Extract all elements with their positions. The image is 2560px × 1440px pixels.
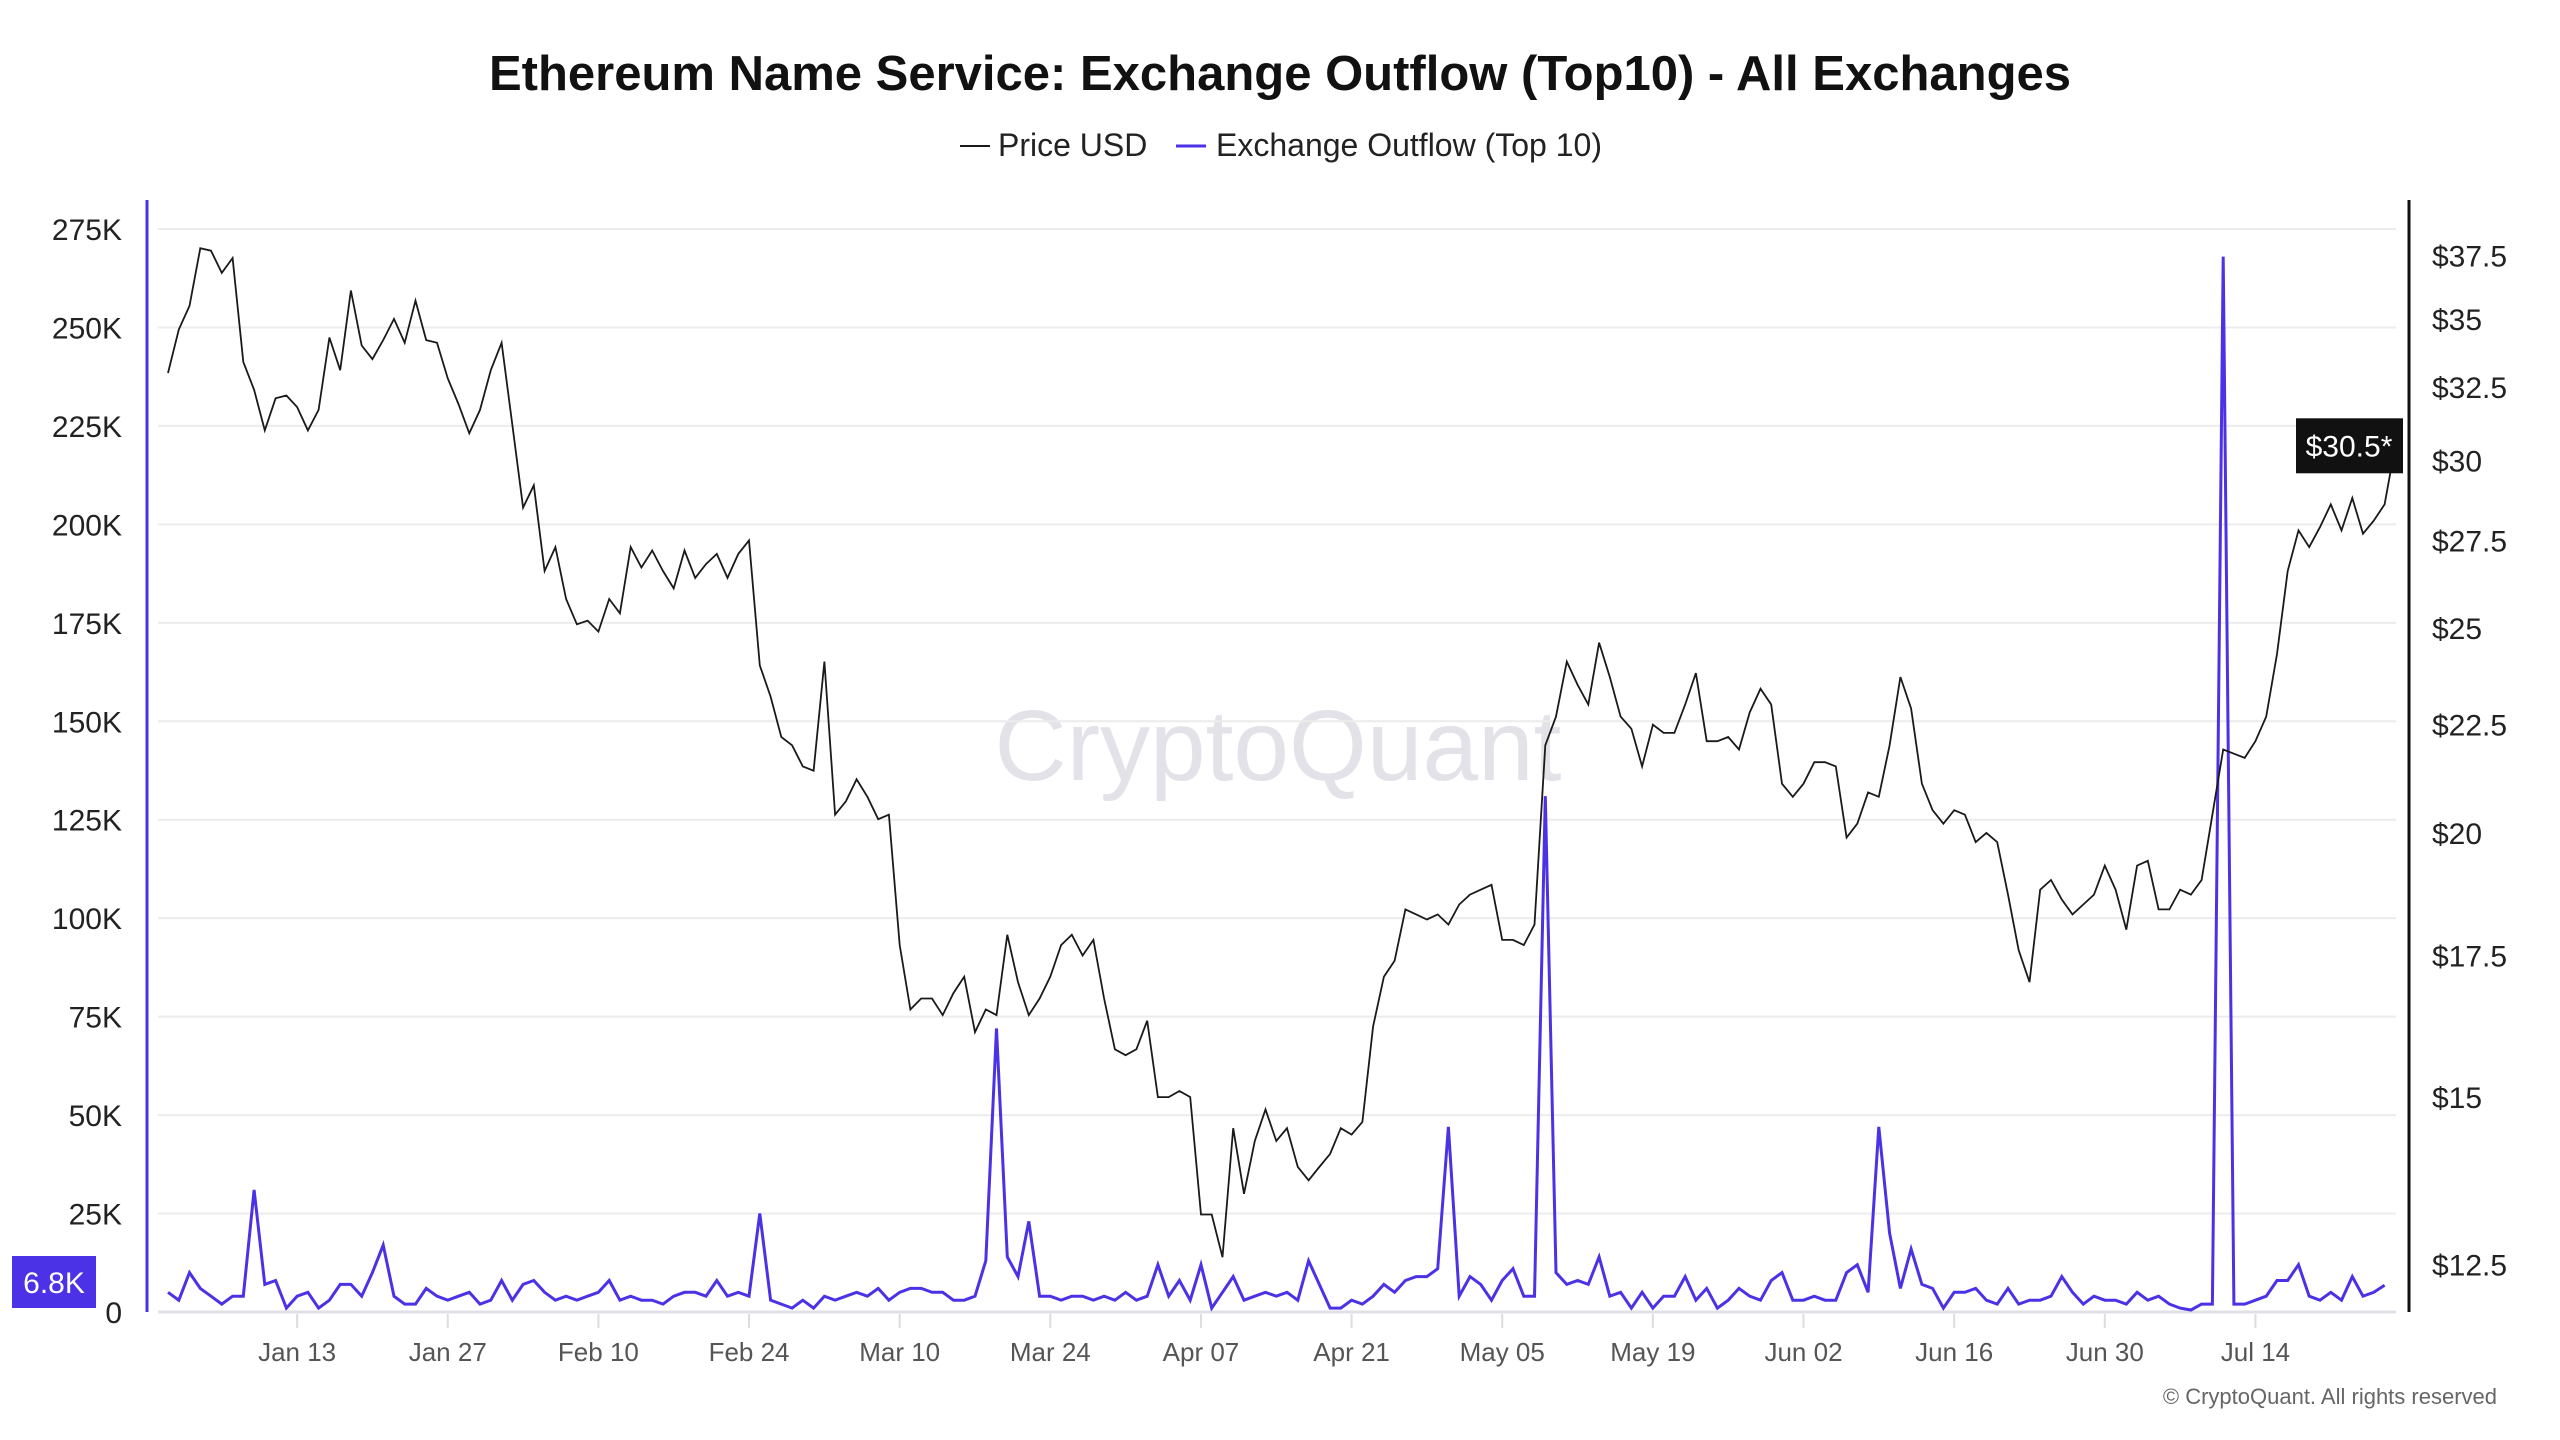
x-tick-label: Apr 07 [1163, 1337, 1240, 1367]
x-tick-label: Feb 24 [709, 1337, 790, 1367]
x-tick-label: Jun 30 [2066, 1337, 2144, 1367]
left-tick-label: 275K [52, 214, 122, 247]
x-tick-label: Feb 10 [558, 1337, 639, 1367]
x-tick-label: Mar 10 [859, 1337, 940, 1367]
left-tick-label: 200K [52, 509, 122, 542]
left-tick-label: 100K [52, 903, 122, 936]
x-tick-label: May 19 [1610, 1337, 1695, 1367]
x-tick-label: Jan 13 [258, 1337, 336, 1367]
x-tick-label: Mar 24 [1010, 1337, 1091, 1367]
legend-price-label[interactable]: Price USD [998, 127, 1147, 163]
right-tick-label: $30 [2432, 445, 2482, 478]
x-tick-label: Jan 27 [409, 1337, 487, 1367]
left-tick-label: 125K [52, 805, 122, 838]
right-tick-label: $25 [2432, 613, 2482, 646]
price-current-badge: $30.5* [2296, 418, 2403, 474]
x-tick-label: Jul 14 [2221, 1337, 2290, 1367]
left-tick-label: 150K [52, 706, 122, 739]
copyright: © CryptoQuant. All rights reserved [2163, 1384, 2497, 1409]
chart-title: Ethereum Name Service: Exchange Outflow … [489, 47, 2071, 101]
outflow-line [167, 256, 2386, 1312]
right-tick-label: $27.5 [2432, 525, 2507, 558]
right-tick-label: $15 [2432, 1082, 2482, 1115]
left-axis-ticks: 0 25K 50K 75K 100K 125K 150K 175K 200K 225K 250K 27… [52, 214, 122, 1330]
x-axis-ticks: Jan 13 Jan 27 Feb 10 Feb 24 Mar 10 Mar 24 Apr … [258, 1314, 2290, 1367]
right-tick-label: $37.5 [2432, 241, 2507, 274]
x-tick-label: Jun 02 [1764, 1337, 1842, 1367]
left-tick-label: 50K [69, 1100, 122, 1133]
left-tick-label: 0 [105, 1297, 122, 1330]
legend-outflow-label[interactable]: Exchange Outflow (Top 10) [1216, 127, 1602, 163]
right-tick-label: $20 [2432, 818, 2482, 851]
right-tick-label: $12.5 [2432, 1250, 2507, 1283]
right-tick-label: $22.5 [2432, 710, 2507, 743]
outflow-current-badge: 6.8K [12, 1256, 96, 1308]
legend: Price USD Exchange Outflow (Top 10) [960, 127, 1602, 163]
watermark: CryptoQuant [995, 690, 1562, 802]
x-tick-label: Apr 21 [1313, 1337, 1390, 1367]
outflow-current-label: 6.8K [23, 1267, 85, 1300]
right-tick-label: $17.5 [2432, 940, 2507, 973]
right-axis-ticks: $12.5 $15 $17.5 $20 $22.5 $25 $27.5 $30 $32.5 $35… [2432, 241, 2507, 1283]
left-tick-label: 225K [52, 411, 122, 444]
left-tick-label: 75K [69, 1002, 122, 1035]
left-tick-label: 175K [52, 608, 122, 641]
price-current-label: $30.5* [2306, 430, 2393, 463]
right-tick-label: $32.5 [2432, 372, 2507, 405]
grid [158, 228, 2396, 1215]
x-tick-label: Jun 16 [1915, 1337, 1993, 1367]
x-tick-label: May 05 [1460, 1337, 1545, 1367]
left-tick-label: 250K [52, 312, 122, 345]
price-line [167, 247, 2397, 1258]
left-tick-label: 25K [69, 1199, 122, 1232]
right-tick-label: $35 [2432, 304, 2482, 337]
